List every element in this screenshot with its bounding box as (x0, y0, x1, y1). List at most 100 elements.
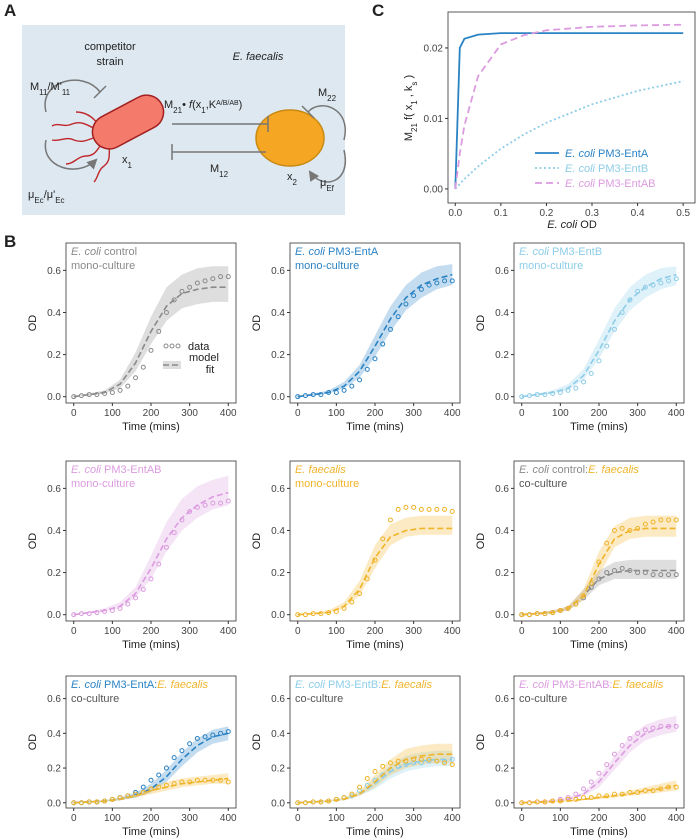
data-point (588, 580, 594, 586)
data-point (642, 727, 648, 733)
x-tick-label: 100 (104, 813, 121, 824)
x-axis-label: Time (mins) (570, 421, 628, 433)
label-part: M (164, 99, 173, 111)
label-part: PM3-EntAB (595, 178, 656, 190)
label-part: 2 (293, 178, 298, 187)
x-axis-label: Time (mins) (346, 826, 404, 838)
chart-title: mono-culture (71, 478, 135, 490)
data-point (117, 605, 123, 611)
data-point (357, 377, 363, 383)
data-point (71, 800, 77, 806)
x-tick-label: 200 (143, 813, 160, 824)
data-point (210, 500, 216, 506)
data-point (627, 736, 633, 742)
data-point (194, 504, 200, 510)
x-tick-label: 300 (629, 813, 646, 824)
data-point (666, 517, 672, 523)
x-tick-label: 0.2 (539, 208, 553, 219)
data-point (635, 570, 641, 576)
data-point (596, 770, 602, 776)
legend-label: data (188, 341, 210, 353)
label-part: M (403, 132, 415, 141)
title-part: E. faecalis (295, 464, 346, 476)
data-point (133, 595, 139, 601)
data-point (179, 517, 185, 523)
label-part: ) (403, 75, 415, 82)
panel-label: B (4, 232, 16, 251)
title-part: E. coli (71, 246, 102, 258)
legend-swatch (169, 343, 175, 349)
data-point (78, 393, 84, 399)
chart-title: E. coli PM3-EntA:E. faecalis (71, 679, 208, 691)
data-point (310, 611, 316, 617)
y-tick-label: 0.0 (271, 392, 285, 403)
x-tick-label: 300 (181, 813, 198, 824)
x-tick-label: 0 (71, 813, 77, 824)
data-point (210, 777, 216, 783)
data-point (125, 601, 131, 607)
data-point (581, 795, 587, 801)
faecalis-cell (255, 109, 325, 167)
y-axis-label: OD (475, 533, 487, 550)
y-tick-label: 0.2 (495, 568, 509, 579)
title-part: E. coli (519, 246, 550, 258)
title-part: E. coli (71, 679, 102, 691)
legend-label: E. coli PM3-EntB (565, 163, 648, 175)
data-point (449, 509, 455, 515)
data-point (403, 301, 409, 307)
x-tick-label: 400 (220, 626, 237, 637)
label-part: 11 (39, 88, 48, 97)
data-point (588, 779, 594, 785)
title-part: E. faecalis (157, 679, 208, 691)
data-point (534, 392, 540, 398)
data-point (658, 572, 664, 578)
label-part: ,K (206, 99, 217, 111)
data-point (627, 789, 633, 795)
data-point (333, 609, 339, 615)
x-tick-label: 0.4 (631, 208, 645, 219)
data-point (403, 758, 409, 764)
data-point (658, 786, 664, 792)
title-part: E. faecalis (613, 679, 664, 691)
data-point (673, 517, 679, 523)
y-tick-label: 0.01 (424, 114, 444, 125)
diagram-label: E. faecalis (233, 51, 284, 63)
data-point (565, 796, 571, 802)
data-point (604, 570, 610, 576)
y-tick-label: 0.6 (495, 694, 509, 705)
label-part: OD (577, 219, 597, 231)
data-point (411, 760, 417, 766)
data-point (86, 392, 92, 398)
title-part: mono-culture (519, 260, 583, 272)
data-point (372, 769, 378, 775)
x-axis-label: Time (mins) (122, 639, 180, 651)
confidence-band (297, 743, 453, 803)
y-tick-label: 0.2 (495, 350, 509, 361)
data-point (364, 775, 370, 781)
data-point (387, 760, 393, 766)
x-tick-label: 0 (71, 626, 77, 637)
chart-title: mono-culture (295, 260, 359, 272)
data-point (333, 796, 339, 802)
panel-label: C (372, 1, 384, 20)
x-tick-label: 200 (367, 813, 384, 824)
x-axis-label: Time (mins) (122, 826, 180, 838)
data-point (156, 784, 162, 790)
data-point (596, 793, 602, 799)
data-point (125, 793, 131, 799)
x-tick-label: 400 (668, 626, 685, 637)
data-point (426, 758, 432, 764)
data-point (426, 756, 432, 762)
data-point (635, 730, 641, 736)
data-point (302, 612, 308, 618)
data-point (302, 393, 308, 399)
data-point (519, 394, 525, 400)
data-point (596, 559, 602, 565)
data-point (179, 288, 185, 294)
data-point (326, 389, 332, 395)
data-point (619, 742, 625, 748)
data-point (426, 282, 432, 288)
data-point (611, 326, 617, 332)
data-point (658, 723, 664, 729)
x-tick-label: 0.1 (494, 208, 508, 219)
